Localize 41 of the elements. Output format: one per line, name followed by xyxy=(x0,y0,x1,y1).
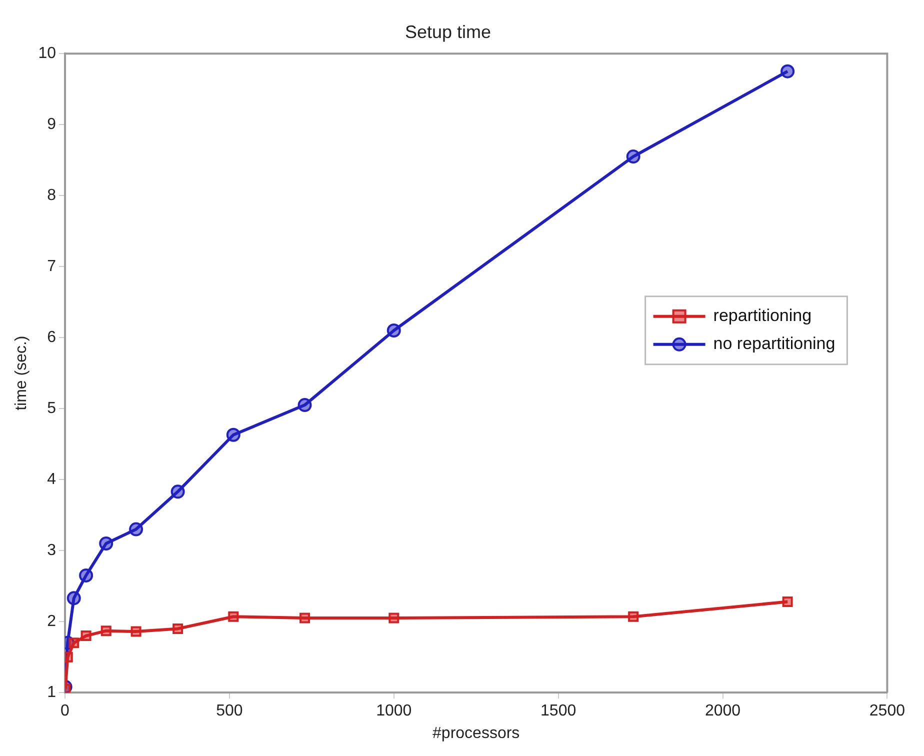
legend-label: repartitioning xyxy=(713,306,812,326)
y-axis-title: time (sec.) xyxy=(13,336,30,410)
point xyxy=(780,64,795,78)
point xyxy=(129,522,144,536)
point xyxy=(68,638,80,648)
point xyxy=(99,536,114,550)
y-tick-label: 2 xyxy=(47,613,56,630)
y-tick-label: 6 xyxy=(47,329,56,346)
x-tick-label: 2000 xyxy=(704,702,741,720)
x-axis-title: #processors xyxy=(432,724,520,742)
point xyxy=(170,484,185,499)
point xyxy=(228,611,239,622)
point xyxy=(300,612,310,624)
point xyxy=(80,630,92,642)
y-tick-label: 5 xyxy=(47,400,56,418)
point xyxy=(66,591,81,606)
x-tick-label: 2500 xyxy=(869,702,906,720)
legend-label: no repartitioning xyxy=(713,334,836,354)
point xyxy=(298,398,312,412)
point xyxy=(100,626,112,636)
x-tick-label: 500 xyxy=(216,702,243,720)
point xyxy=(782,596,793,607)
y-tick-label: 7 xyxy=(47,258,56,276)
point xyxy=(626,150,640,164)
y-tick-label: 8 xyxy=(47,187,56,204)
y-tick-label: 1 xyxy=(47,684,56,702)
chart-title: Setup time xyxy=(404,22,492,42)
y-tick-label: 4 xyxy=(47,471,56,488)
point xyxy=(628,611,639,622)
point xyxy=(386,324,401,338)
point xyxy=(130,626,142,637)
point xyxy=(172,623,184,634)
x-tick-label: 1500 xyxy=(540,702,576,720)
x-tick-label: 1000 xyxy=(376,702,412,720)
point xyxy=(226,428,240,442)
y-tick-label: 10 xyxy=(38,45,56,62)
point xyxy=(388,612,400,624)
y-tick-label: 9 xyxy=(47,116,56,134)
y-tick-label: 3 xyxy=(47,542,56,560)
x-tick-label: 0 xyxy=(60,702,70,720)
point xyxy=(79,568,94,582)
